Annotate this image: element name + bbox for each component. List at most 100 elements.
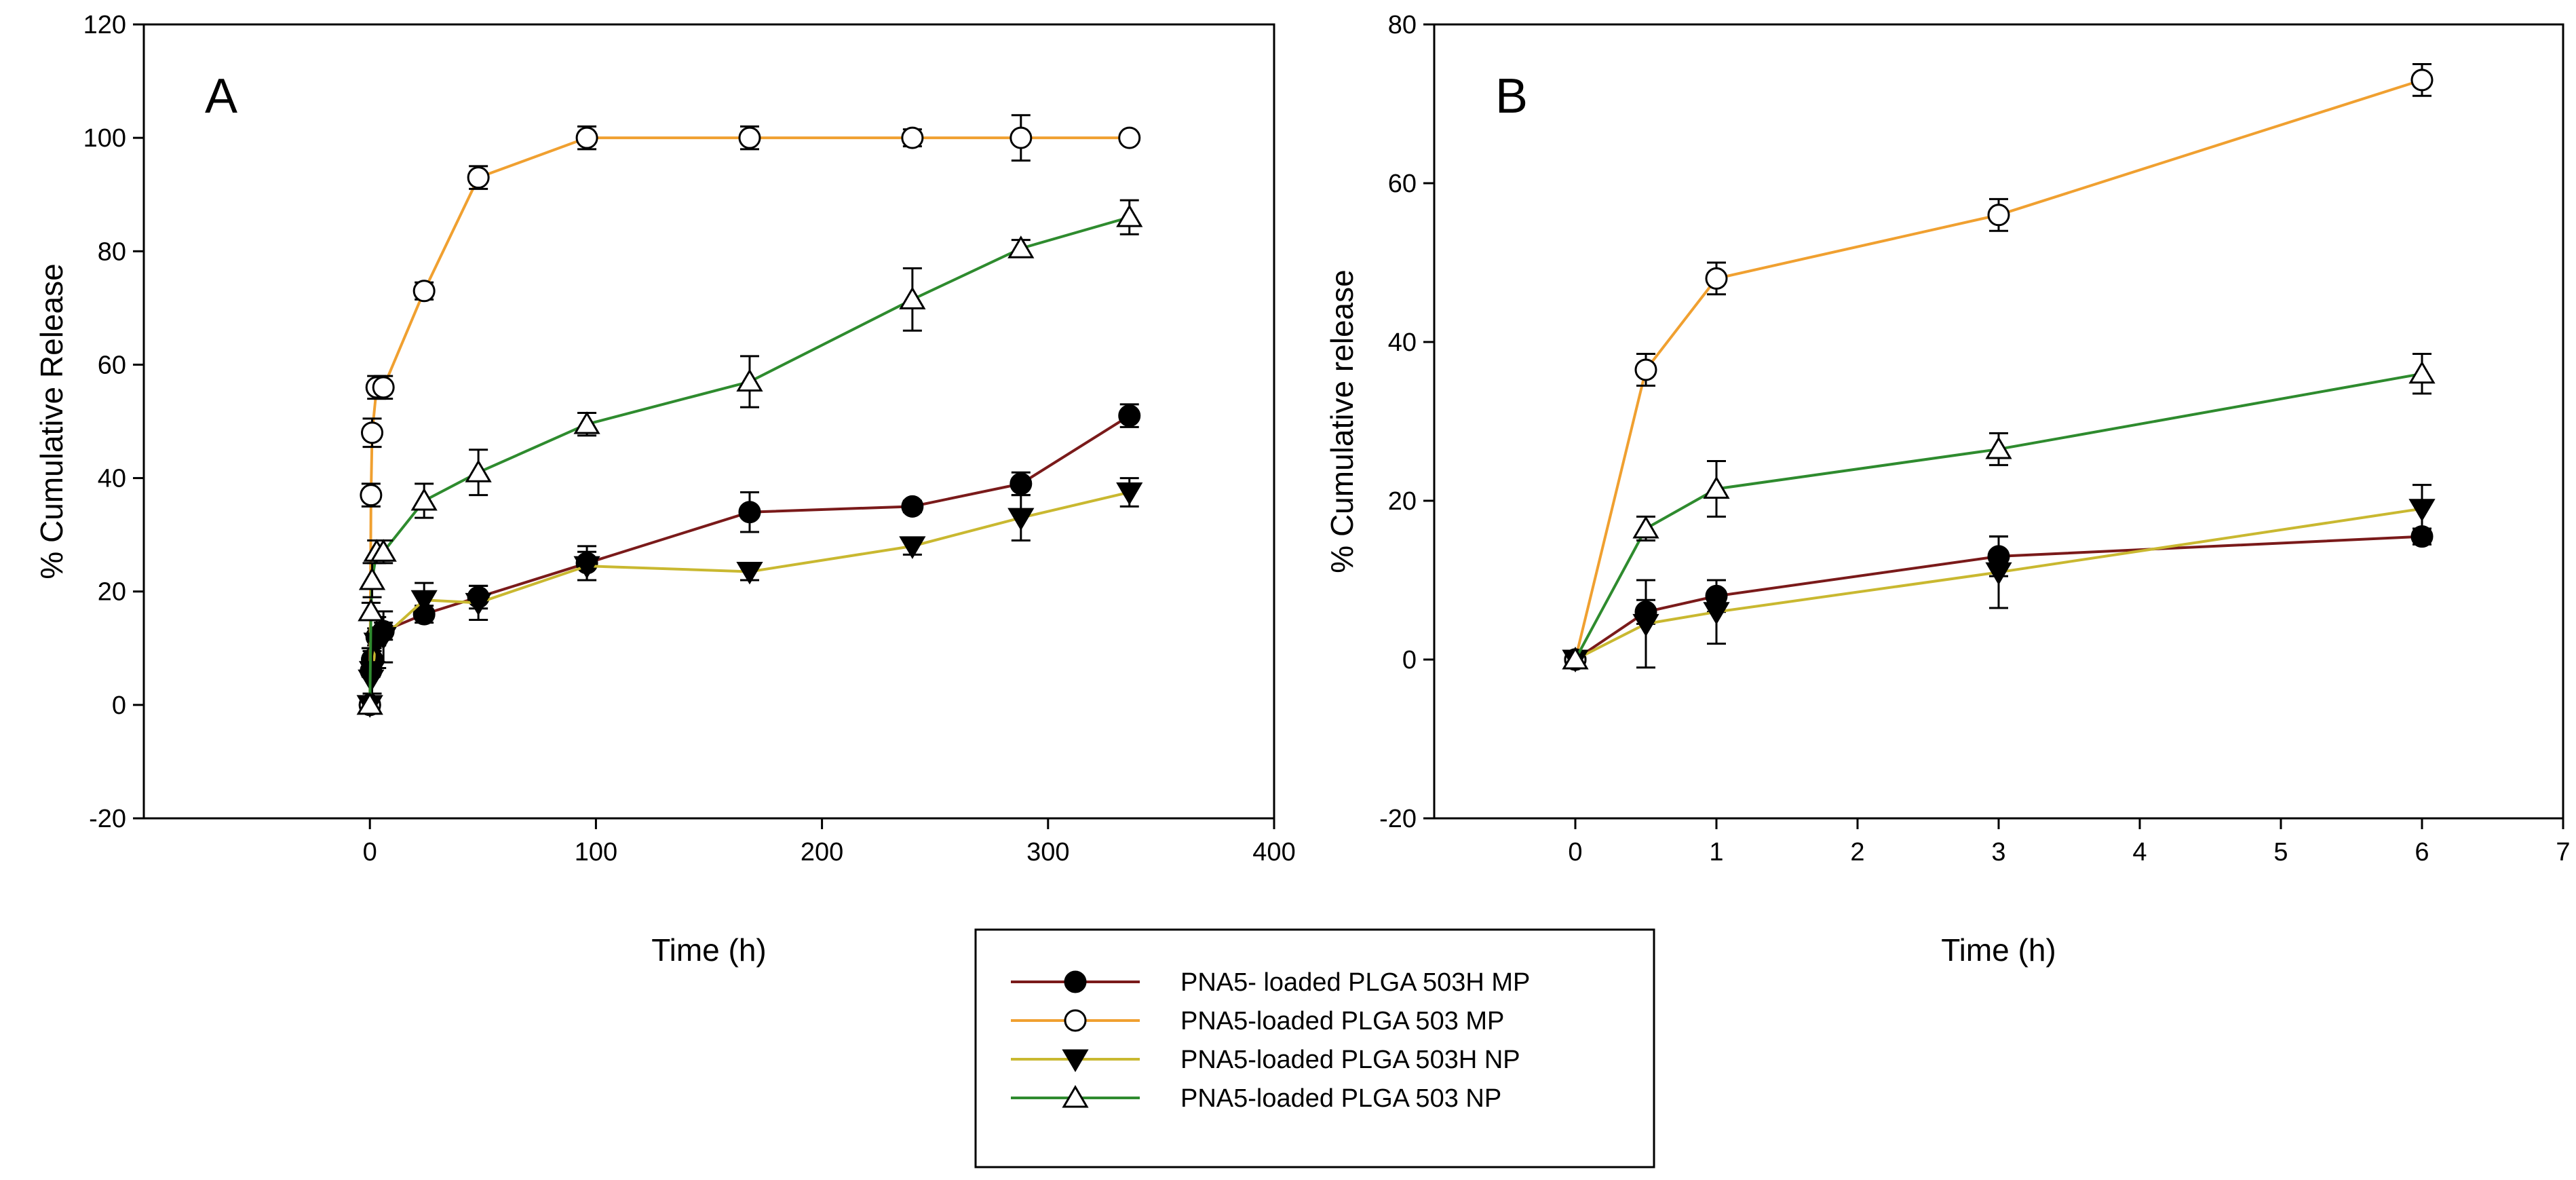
legend-marker [1064,970,1087,993]
x-tick-label: 0 [363,838,377,867]
x-tick-label: 300 [1026,838,1069,867]
data-point [1118,126,1141,149]
y-tick-label: 20 [98,578,126,607]
data-point [2408,360,2436,384]
legend-marker [1064,1009,1087,1032]
data-point [1705,267,1728,290]
data-point [1116,204,1143,227]
panel-a-letter: A [205,69,237,123]
series-503_MP [358,114,1141,717]
y-tick-label: 60 [98,351,126,379]
data-point [358,661,386,684]
data-point [361,421,384,444]
data-point [410,488,438,511]
legend-label: PNA5-loaded PLGA 503 MP [1180,1007,1504,1035]
data-point [1632,515,1659,539]
y-tick-label: 0 [112,691,126,720]
legend-item-503H_MP: PNA5- loaded PLGA 503H MP [1011,968,1530,997]
panel-a-plot-frame [142,23,1275,820]
data-point [370,627,397,650]
series-503_NP [356,199,1143,715]
x-tick-label: 200 [801,838,843,867]
chart-legend: PNA5- loaded PLGA 503H MP PNA5-loaded PLG… [974,928,1655,1168]
y-tick-label: 0 [1402,646,1417,674]
legend-label: PNA5- loaded PLGA 503H MP [1180,968,1530,997]
data-point [370,539,397,562]
y-tick-label: 80 [98,237,126,266]
data-point [738,126,761,149]
data-point [901,495,924,518]
y-tick-label: 80 [1388,11,1417,39]
panel-b-letter: B [1495,69,1528,123]
data-point [1116,482,1143,506]
data-point [2408,499,2436,522]
x-tick-label: 0 [1568,838,1582,867]
data-point [372,376,395,399]
series-503_NP [1562,353,2436,670]
data-point [1010,126,1033,149]
panel-b-y-axis-title: % Cumulative release [1324,269,1360,573]
data-point [356,691,383,715]
x-tick-label: 6 [2415,838,2429,867]
data-point [899,536,926,559]
x-tick-label: 5 [2273,838,2288,867]
data-point [1985,562,2012,586]
y-tick-label: 40 [1388,328,1417,357]
data-point [901,126,924,149]
legend-item-503H_NP: PNA5-loaded PLGA 503H NP [1011,1046,1520,1074]
panel-a-y-axis-title: % Cumulative Release [34,263,69,579]
x-tick-label: 100 [575,838,617,867]
y-tick-label: 60 [1388,170,1417,198]
data-point [1632,613,1659,637]
data-point [1007,508,1035,531]
panel-a-series [356,114,1143,718]
data-point [410,590,438,613]
data-point [736,561,763,585]
data-point [2410,69,2434,92]
panel-a-chart: -20 0 20 40 60 80 100 120 0 100 200 300 400 A Time (… [34,11,1296,968]
data-point [573,556,600,579]
y-tick-label: 120 [83,11,126,39]
panel-b-axes: -20 0 20 40 60 80 0 1 2 3 4 5 6 7 [1379,11,2570,867]
data-point [467,166,490,189]
y-tick-label: -20 [1379,805,1417,833]
data-point [899,286,926,309]
data-point [736,368,763,392]
data-point [1118,404,1141,427]
data-point [1987,204,2010,227]
x-tick-label: 7 [2556,838,2570,867]
data-point [1703,476,1730,499]
data-point [573,411,600,434]
legend-label: PNA5-loaded PLGA 503H NP [1180,1046,1520,1074]
data-point [465,459,492,482]
x-tick-label: 4 [2132,838,2147,867]
series-503H_NP [1562,484,2436,672]
data-point [738,501,761,524]
legend-item-503_MP: PNA5-loaded PLGA 503 MP [1011,1007,1504,1035]
data-point [412,280,436,303]
x-tick-label: 1 [1709,838,1723,867]
x-tick-label: 400 [1252,838,1295,867]
legend-item-503_NP: PNA5-loaded PLGA 503 NP [1011,1084,1501,1113]
data-point [575,126,598,149]
data-point [360,484,383,507]
series-503H_NP [356,477,1143,718]
panel-b-series [1562,63,2436,672]
y-tick-label: 20 [1388,487,1417,516]
legend-box [974,928,1655,1168]
x-tick-label: 3 [1991,838,2005,867]
data-point [1985,436,2012,459]
panel-b-chart: -20 0 20 40 60 80 0 1 2 3 4 5 6 7 B Time (h) % Cumula… [1324,11,2571,968]
y-tick-label: 100 [83,124,126,153]
panel-a-axes: -20 0 20 40 60 80 100 120 0 100 200 300 400 [83,11,1296,867]
data-point [1010,472,1033,495]
legend-label: PNA5-loaded PLGA 503 NP [1180,1084,1501,1113]
panel-b-x-axis-title: Time (h) [1941,932,2056,968]
y-tick-label: 40 [98,465,126,493]
data-point [358,567,386,590]
data-point [1703,602,1730,625]
data-point [465,592,492,616]
data-point [1634,358,1657,381]
legend-marker [1062,1085,1089,1108]
